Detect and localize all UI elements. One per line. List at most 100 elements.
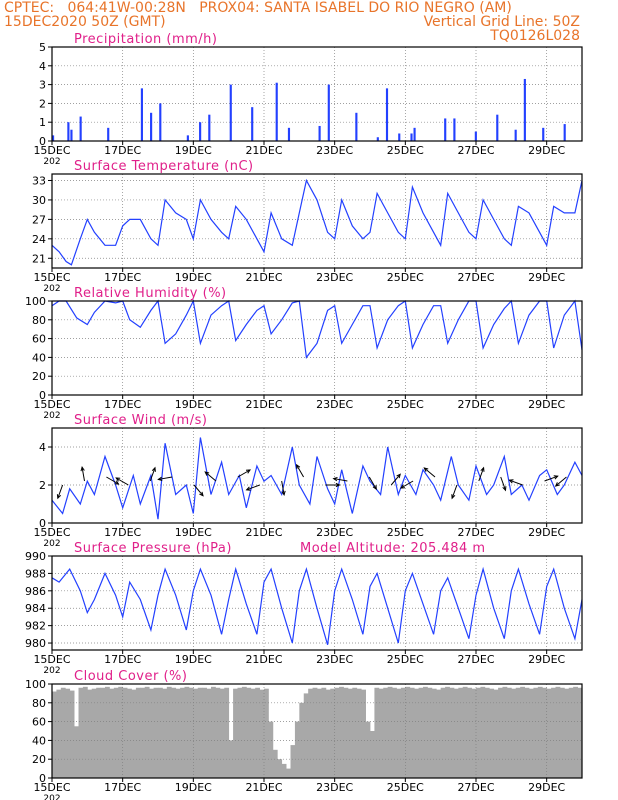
panel-frame: [51, 46, 583, 142]
x-tick-label: 27DEC: [457, 653, 494, 666]
wind-arrow: [237, 469, 251, 478]
cloud-bar: [462, 686, 468, 778]
y-tick-label: 4: [39, 441, 46, 454]
panel-title-temp: Surface Temperature (nC): [74, 159, 254, 174]
header-date: 15DEC2020 50Z (GMT): [4, 14, 166, 30]
cloud-bar: [158, 687, 163, 778]
cloud-bar: [197, 687, 203, 778]
cloud-bar: [219, 688, 225, 778]
precip-bar: [453, 118, 456, 141]
x-tick-label: 19DEC: [175, 781, 212, 794]
wind-arrow: [81, 467, 85, 482]
cloud-bar: [559, 687, 565, 778]
wind-arrow: [333, 478, 348, 482]
x-tick-label: 19DEC: [175, 526, 212, 539]
x-tick-label: 29DEC: [528, 398, 565, 411]
x-tick-label: 19DEC: [175, 144, 212, 157]
x-tick-label: 21DEC: [245, 781, 282, 794]
cloud-bar: [188, 687, 194, 778]
cloud-bar: [259, 689, 265, 778]
cloud-bar: [577, 687, 583, 778]
year-label: 202: [43, 157, 60, 167]
cloud-bar: [458, 687, 464, 778]
cloud-bar: [268, 721, 274, 778]
x-tick-label: 23DEC: [316, 653, 353, 666]
precip-bar: [563, 124, 566, 141]
year-label: 202: [43, 666, 60, 676]
x-tick-label: 21DEC: [245, 144, 282, 157]
model-altitude: Model Altitude: 205.484 m: [300, 541, 486, 556]
wind-arrow-head: [245, 469, 252, 474]
wind-arrow-head: [554, 482, 560, 487]
cloud-bar: [233, 688, 238, 778]
cloud-bar: [78, 687, 84, 778]
cloud-bar: [127, 688, 132, 778]
x-tick-label: 17DEC: [104, 653, 141, 666]
x-tick-label: 29DEC: [528, 526, 565, 539]
precip-bar: [70, 129, 73, 141]
x-tick-label: 15DEC: [33, 398, 70, 411]
panel-title-precip: Precipitation (mm/h): [74, 32, 217, 47]
cloud-bar: [370, 731, 375, 778]
panel-frame: [51, 555, 583, 651]
cloud-bar: [228, 740, 234, 778]
wind-arrow: [149, 467, 156, 482]
cloud-bar: [339, 686, 344, 778]
cloud-bar: [56, 689, 62, 778]
x-tick-label: 29DEC: [528, 271, 565, 284]
x-tick-label: 27DEC: [457, 398, 494, 411]
cloud-bar: [264, 688, 269, 778]
precip-bar: [159, 103, 162, 141]
wind-arrow-head: [281, 490, 286, 496]
x-tick-label: 17DEC: [104, 781, 141, 794]
wind-series-line: [51, 437, 583, 520]
y-tick-label: 60: [32, 333, 46, 346]
cloud-bar: [135, 687, 141, 778]
cloud-bar: [91, 688, 97, 778]
header-line1: CPTEC: 064:41W-00:28N PROX04: SANTA ISAB…: [4, 0, 512, 16]
wind-arrow-head: [508, 479, 514, 484]
panel-title-pres: Surface Pressure (hPa): [74, 541, 232, 556]
x-tick-label: 17DEC: [104, 526, 141, 539]
wind-arrow: [368, 476, 377, 490]
x-tick-label: 21DEC: [245, 398, 282, 411]
cloud-bar: [493, 689, 499, 778]
x-tick-label: 15DEC: [33, 653, 70, 666]
wind-arrow-head: [396, 473, 401, 479]
x-tick-label: 23DEC: [316, 398, 353, 411]
cloud-bar: [515, 687, 521, 778]
wind-arrow-head: [115, 477, 121, 482]
wind-arrow-head: [399, 484, 406, 489]
cloud-bar: [440, 687, 446, 778]
wind-arrow: [478, 467, 485, 482]
cloud-bar: [476, 687, 481, 778]
x-tick-label: 17DEC: [104, 144, 141, 157]
cloud-bar: [405, 686, 411, 778]
wind-arrow: [57, 484, 64, 499]
wind-arrow: [204, 471, 217, 482]
cloud-bar: [113, 687, 119, 778]
cloud-bar: [131, 689, 137, 778]
temp-series-line: [51, 178, 583, 266]
cloud-bar: [414, 688, 419, 778]
precip-bar: [444, 118, 447, 141]
cloud-bar: [325, 689, 331, 778]
x-tick-label: 25DEC: [387, 526, 424, 539]
cloud-bar: [317, 688, 322, 778]
cloud-bar: [171, 687, 177, 778]
wind-arrow: [451, 484, 458, 499]
wind-arrow: [544, 475, 558, 482]
cloud-bar: [383, 687, 389, 778]
cloud-bar: [206, 688, 212, 778]
cloud-bar: [321, 687, 327, 778]
cloud-bar: [65, 688, 71, 778]
x-tick-label: 23DEC: [316, 526, 353, 539]
wind-arrow-head: [332, 477, 338, 482]
cloud-bar: [193, 688, 199, 778]
cloud-bar: [347, 688, 353, 778]
year-label: 202: [43, 284, 60, 294]
y-tick-label: 40: [32, 351, 46, 364]
year-label: 202: [43, 539, 60, 549]
y-tick-label: 21: [32, 252, 46, 265]
